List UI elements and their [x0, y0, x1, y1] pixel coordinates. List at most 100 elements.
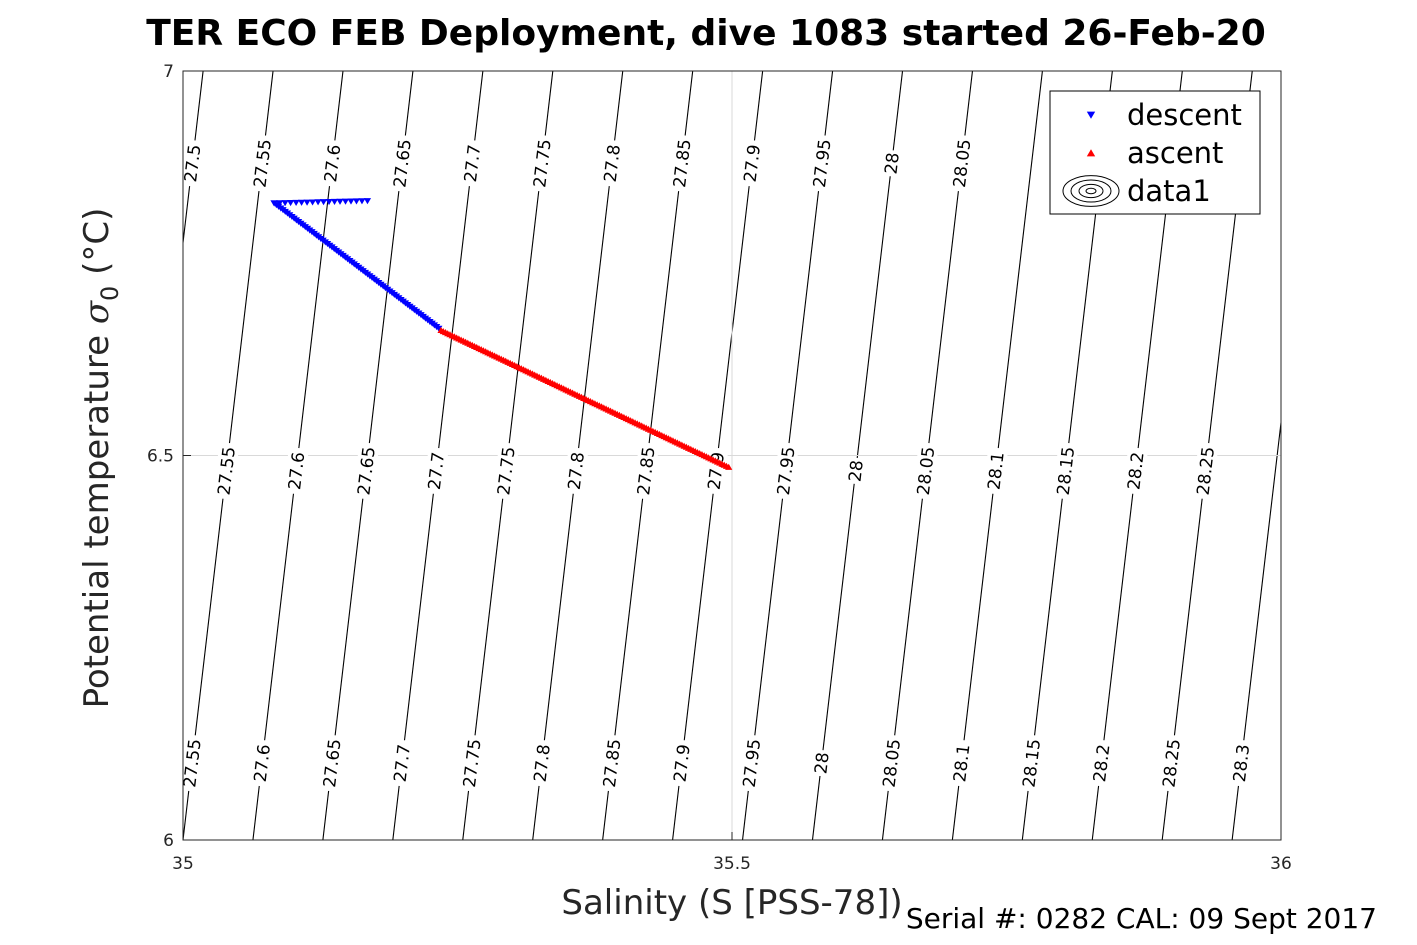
contour-label-text: 28 [846, 459, 868, 483]
contour-label: 27.7 [459, 139, 485, 188]
y-tick-label: 6.5 [147, 447, 174, 467]
contour-label-gap [948, 134, 975, 193]
contour-label-gap [458, 734, 485, 793]
legend: descent ascent data1 [1049, 90, 1261, 215]
contour-label: 28 [810, 749, 834, 778]
legend-contour-icon [1085, 187, 1097, 195]
descent-point [292, 199, 300, 206]
contour-label-text: 27.85 [600, 738, 626, 789]
contour-label: 28.05 [912, 441, 940, 500]
contour-label-gap [1158, 734, 1185, 793]
x-tick-label: 36 [1270, 854, 1292, 874]
y-tick-label: 7 [163, 62, 174, 82]
contour-label: 27.6 [319, 139, 345, 188]
descent-point [308, 199, 317, 206]
isopycnal-line [1302, 71, 1392, 840]
contour-label-gap [668, 739, 695, 788]
contour-label-gap [492, 441, 520, 500]
contour-label-text: 28.25 [1159, 738, 1185, 789]
contour-label: 28.2 [1088, 739, 1114, 788]
contour-label-gap [213, 441, 240, 500]
descent-point [303, 199, 311, 206]
contour-label: 27.65 [388, 134, 416, 193]
contour-label-text: 27.95 [810, 138, 836, 189]
contour-label: 27.85 [632, 441, 660, 500]
contour-label-text: 28.15 [1054, 446, 1080, 497]
axis-ticks: 35 35.5 36 6 6.5 7 [147, 62, 1292, 874]
data-points [270, 198, 733, 470]
contour-label: 27.8 [599, 139, 625, 188]
contour-label: 28 [880, 149, 904, 178]
contour-label: 27.7 [389, 739, 415, 788]
contour-label: 27.75 [528, 134, 556, 193]
x-tick-label: 35.5 [713, 854, 751, 874]
contour-label: 27.85 [598, 734, 626, 793]
descent-point [314, 199, 322, 206]
contour-label: 28.15 [1018, 734, 1045, 793]
contour-label: 27.75 [458, 734, 486, 793]
contour-label-gap [632, 441, 660, 500]
contour-label-gap [319, 139, 345, 188]
descent-point [276, 200, 284, 207]
contour-label: 27.9 [739, 139, 765, 188]
contour-label-gap [459, 139, 485, 188]
contour-label-gap [1018, 734, 1045, 793]
contour-label-text: 27.6 [251, 743, 275, 783]
contour-label-text: 28.3 [1230, 743, 1254, 783]
contour-label: 28 [844, 456, 868, 485]
contour-label-gap [598, 734, 625, 793]
contour-label: 28.2 [1122, 446, 1149, 495]
descent-point [358, 198, 366, 205]
contour-label-gap [563, 446, 589, 495]
legend-contour-icon [1078, 183, 1104, 199]
contour-label-text: 27.55 [214, 446, 240, 497]
triangle-up-icon [1086, 149, 1096, 157]
contour-label-text: 28.05 [914, 446, 940, 497]
contour-label: 28.15 [1052, 441, 1080, 500]
contour-label: 27.9 [668, 739, 695, 788]
ascent-point [725, 463, 733, 470]
contour-label-text: 28.1 [984, 451, 1008, 491]
contour-label-text: 27.85 [670, 138, 696, 189]
contour-label-text: 27.75 [494, 446, 520, 497]
y-axis-label: Potential temperature σ0 (°C) [77, 208, 124, 709]
chart-title: TER ECO FEB Deployment, dive 1083 starte… [146, 13, 1266, 54]
descent-point [352, 198, 361, 205]
contour-label-gap [739, 139, 765, 188]
contour-label-gap [388, 134, 416, 193]
contour-label-text: 28.05 [950, 138, 976, 189]
descent-point [330, 198, 339, 206]
contour-label-gap [738, 734, 765, 793]
contour-label-text: 27.6 [285, 451, 309, 491]
contour-label-gap [178, 734, 206, 793]
contour-label-gap [878, 734, 905, 793]
contour-label: 28.25 [1158, 734, 1185, 793]
contour-label-gap [810, 749, 833, 778]
contour-label-gap [772, 441, 799, 500]
contour-label: 27.95 [738, 734, 765, 793]
legend-box [1049, 90, 1261, 215]
contour-label: 27.75 [492, 441, 520, 500]
descent-point [435, 325, 443, 332]
contour-label: 27.55 [213, 441, 240, 500]
contour-label-gap [352, 441, 380, 500]
contour-label-text: 27.6 [321, 143, 345, 183]
contour-label-gap [528, 134, 556, 193]
contour-label-gap [808, 134, 835, 193]
descent-point [325, 199, 333, 206]
contour-label-gap [1052, 441, 1079, 500]
contour-label-gap [318, 734, 346, 793]
contour-label-gap [389, 739, 415, 788]
y-axis-label-main: Potential temperature [77, 324, 117, 708]
contour-label-text: 27.65 [390, 138, 416, 189]
contour-label-text: 27.8 [531, 743, 555, 783]
descent-point [297, 199, 306, 206]
contour-label-gap [1228, 739, 1254, 788]
contour-label-text: 28.2 [1124, 451, 1148, 491]
triangle-down-icon [1086, 111, 1096, 119]
contour-label-text: 27.8 [565, 451, 589, 491]
contour-label: 28.05 [948, 134, 976, 193]
contour-label: 27.55 [249, 134, 276, 193]
legend-label: data1 [1127, 174, 1211, 208]
